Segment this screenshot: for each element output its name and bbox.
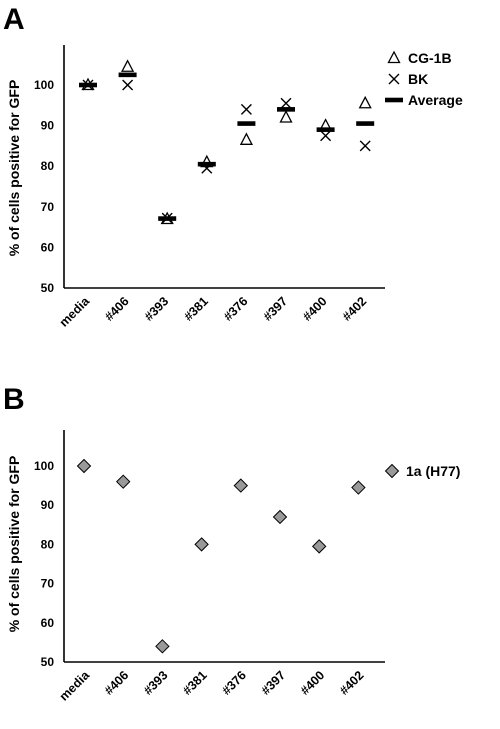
panel-b-marks [76, 458, 366, 654]
x-tick-label: #402 [340, 294, 370, 324]
point-dash-3 [197, 161, 216, 167]
panel-a-letter: A [3, 3, 25, 36]
point-diamond-6 [311, 539, 327, 554]
point-diamond-2 [155, 639, 170, 654]
point-dash-1 [118, 72, 137, 78]
panel-a-x-ticks: media #406 #393 #381 #376 #397 #400 #402 [57, 293, 370, 329]
panel-a-y-ticks: 50 60 70 80 90 100 [34, 78, 54, 295]
legend-label: 1a (H77) [406, 463, 460, 479]
panel-a: A % of cells positive for GFP 50 60 70 80 90… [3, 3, 463, 330]
point-x-4 [240, 103, 252, 115]
panel-b-letter: B [3, 383, 25, 416]
point-x-7 [359, 140, 371, 152]
panel-a-ylabel: % of cells positive for GFP [6, 80, 22, 257]
x-tick-label: #397 [261, 294, 291, 324]
point-dash-5 [277, 107, 295, 112]
x-tick-label: #400 [298, 668, 328, 698]
y-tick-label: 90 [41, 498, 55, 512]
point-diamond-1 [115, 474, 131, 489]
y-tick-label: 80 [41, 159, 55, 173]
point-dash-7 [356, 121, 375, 126]
point-triangle-3 [200, 154, 214, 168]
y-tick-label: 100 [34, 459, 54, 473]
panel-b-x-ticks: media #406 #393 #381 #376 #397 #400 #402 [57, 667, 367, 703]
point-diamond-4 [233, 478, 249, 493]
panel-b-legend: 1a (H77) [384, 463, 460, 479]
y-tick-label: 100 [34, 78, 54, 92]
y-tick-label: 70 [41, 200, 55, 214]
x-tick-label: #397 [259, 668, 289, 698]
point-triangle-7 [358, 95, 372, 109]
panel-b-y-ticks: 50 60 70 80 90 100 [34, 459, 54, 669]
point-dash-2 [158, 216, 177, 221]
x-tick-label: #393 [141, 668, 171, 698]
point-triangle-1 [121, 59, 135, 72]
y-tick-label: 50 [41, 655, 55, 669]
point-diamond-3 [194, 537, 209, 552]
x-tick-label: #393 [142, 294, 172, 324]
x-tick-label: #381 [181, 294, 211, 324]
x-tick-label: #381 [180, 668, 210, 698]
point-x-1 [122, 79, 134, 91]
legend-x-icon [388, 73, 400, 85]
y-tick-label: 70 [41, 577, 55, 591]
point-triangle-4 [239, 132, 253, 145]
point-dash-6 [316, 127, 335, 132]
point-dash-4 [237, 121, 256, 126]
panel-a-marks [79, 59, 375, 225]
point-diamond-0 [76, 458, 92, 474]
legend-diamond-icon [384, 463, 400, 479]
x-tick-label: media [57, 667, 93, 703]
x-tick-label: #402 [337, 668, 367, 698]
legend-label: CG-1B [408, 50, 452, 66]
x-tick-label: media [57, 293, 93, 329]
point-diamond-7 [351, 480, 366, 495]
point-x-5 [280, 97, 292, 109]
panel-b: B % of cells positive for GFP 50 60 70 80 90… [3, 383, 460, 704]
panel-b-ylabel: % of cells positive for GFP [6, 456, 22, 633]
y-tick-label: 60 [41, 240, 55, 254]
y-tick-label: 80 [41, 537, 55, 551]
legend-dash-icon [385, 97, 403, 103]
point-diamond-5 [272, 509, 288, 525]
x-tick-label: #406 [102, 294, 132, 324]
legend-label: Average [408, 92, 463, 108]
x-tick-label: #406 [102, 668, 132, 698]
y-tick-label: 50 [41, 281, 55, 295]
point-x-6 [320, 130, 332, 142]
x-tick-label: #400 [300, 294, 330, 324]
y-tick-label: 90 [41, 119, 55, 133]
panel-a-legend: CG-1B BK Average [385, 50, 463, 108]
point-dash-0 [79, 82, 97, 88]
legend-triangle-icon [387, 50, 401, 64]
legend-label: BK [408, 71, 428, 87]
x-tick-label: #376 [219, 668, 249, 698]
y-tick-label: 60 [41, 616, 55, 630]
point-triangle-5 [279, 110, 293, 123]
x-tick-label: #376 [221, 294, 251, 324]
